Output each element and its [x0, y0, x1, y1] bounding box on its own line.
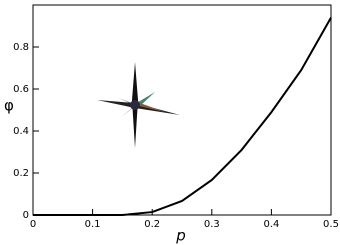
y-axis-title: φ: [4, 97, 14, 115]
inset-star: [97, 62, 180, 148]
x-axis-title: p: [175, 227, 186, 245]
y-tick-label: 0.8: [13, 42, 29, 53]
y-tick-label: 0.2: [13, 168, 29, 179]
plot-frame: [32, 4, 332, 216]
x-tick-label: 0.5: [323, 219, 339, 230]
y-tick-label: 0.4: [13, 126, 29, 137]
y-tick-label: 0: [23, 210, 29, 221]
x-tick-label: 0.1: [85, 219, 101, 230]
x-tick-label: 0.2: [144, 219, 160, 230]
x-tick-label: 0: [30, 219, 36, 230]
x-tick-label: 0.4: [263, 219, 279, 230]
x-tick-label: 0.3: [204, 219, 220, 230]
y-tick-label: 0.6: [13, 84, 29, 95]
data-line: [33, 17, 332, 216]
